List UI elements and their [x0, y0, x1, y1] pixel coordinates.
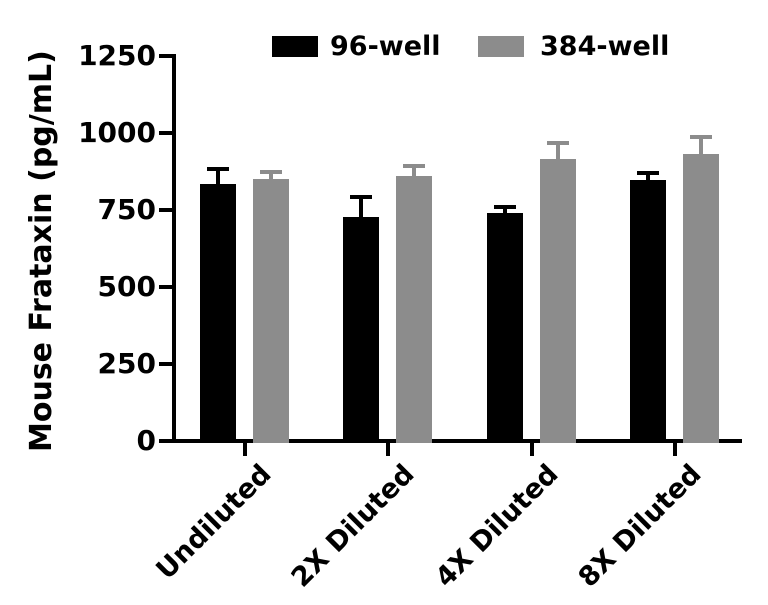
- legend-swatch-384-well: [478, 36, 524, 57]
- x-tick-undiluted: [243, 443, 247, 456]
- error-bar-stem-96-well-undiluted: [216, 169, 220, 186]
- x-category-label-text-8x-diluted: 8X Diluted: [572, 458, 708, 594]
- error-bar-stem-96-well-4x-diluted: [502, 206, 507, 216]
- bar-96-well-4x-diluted: [486, 213, 523, 443]
- error-bar-cap-96-well-2x-diluted: [350, 194, 372, 199]
- error-bar-cap-96-well-8x-diluted: [637, 171, 659, 176]
- x-tick-8x-diluted: [673, 443, 677, 456]
- bar-384-well-4x-diluted: [539, 158, 576, 443]
- legend-swatch-96-well: [272, 36, 318, 57]
- x-tick-4x-diluted: [529, 443, 534, 456]
- y-tick-label-1250: 1250: [78, 39, 156, 72]
- error-bar-cap-384-well-2x-diluted: [403, 163, 425, 168]
- error-bar-stem-384-well-undiluted: [269, 172, 273, 181]
- y-axis-line: [172, 54, 176, 443]
- x-axis-line: [172, 439, 742, 443]
- error-bar-stem-384-well-4x-diluted: [555, 143, 560, 161]
- error-bar-stem-384-well-2x-diluted: [412, 165, 416, 179]
- y-tick-750: [159, 208, 172, 212]
- y-tick-1000: [159, 131, 172, 135]
- y-tick-label-0: 0: [136, 424, 156, 457]
- legend-label-96-well: 96-well: [330, 31, 441, 62]
- y-tick-label-750: 750: [97, 193, 156, 226]
- x-category-label-text-2x-diluted: 2X Diluted: [285, 458, 421, 594]
- y-tick-label-1000: 1000: [78, 116, 156, 149]
- error-bar-cap-384-well-undiluted: [260, 170, 282, 175]
- x-category-label-text-4x-diluted: 4X Diluted: [429, 458, 565, 594]
- y-axis-title: Mouse Frataxin (pg/mL): [24, 50, 59, 452]
- legend-label-384-well: 384-well: [540, 31, 670, 62]
- error-bar-stem-96-well-2x-diluted: [359, 196, 363, 219]
- bar-96-well-2x-diluted: [343, 216, 379, 443]
- error-bar-stem-96-well-8x-diluted: [646, 173, 650, 182]
- x-category-label-text-undiluted: Undiluted: [150, 458, 278, 586]
- y-tick-label-500: 500: [97, 270, 156, 303]
- error-bar-stem-384-well-8x-diluted: [699, 136, 703, 156]
- y-tick-250: [159, 362, 172, 366]
- bar-96-well-undiluted: [200, 183, 236, 443]
- y-tick-1250: [159, 54, 172, 58]
- bar-384-well-undiluted: [253, 178, 289, 443]
- bar-384-well-2x-diluted: [396, 176, 432, 443]
- bar-384-well-8x-diluted: [683, 153, 719, 443]
- y-tick-label-250: 250: [97, 347, 156, 380]
- bar-96-well-8x-diluted: [630, 179, 666, 443]
- error-bar-cap-96-well-4x-diluted: [493, 204, 516, 209]
- y-tick-0: [159, 439, 172, 443]
- y-tick-500: [159, 285, 172, 289]
- error-bar-cap-384-well-4x-diluted: [546, 141, 569, 146]
- error-bar-cap-96-well-undiluted: [207, 167, 229, 172]
- x-tick-2x-diluted: [386, 443, 390, 456]
- error-bar-cap-384-well-8x-diluted: [690, 134, 712, 139]
